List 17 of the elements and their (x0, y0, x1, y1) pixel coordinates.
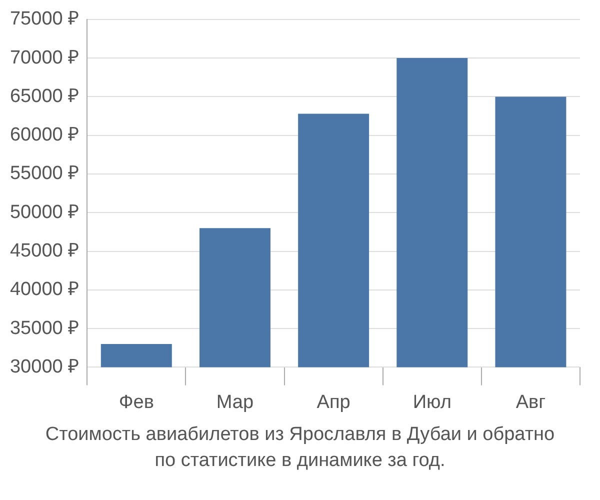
text: Стоимость авиабилетов из Ярославля в Дубаи и обратно (44, 423, 556, 447)
x-tick-label: Июл (412, 392, 452, 413)
y-tick-label: 50000 ₽ (10, 202, 80, 223)
y-tick-label: 40000 ₽ (10, 279, 80, 300)
text: по статистике в динамике за год. (154, 449, 446, 473)
x-tick-label: Апр (316, 392, 350, 413)
y-tick-label: 30000 ₽ (10, 356, 80, 378)
y-tick-label: 35000 ₽ (10, 318, 80, 339)
y-tick-label: 75000 ₽ (10, 8, 80, 30)
x-tick-label: Авг (516, 392, 546, 413)
y-tick-label: 60000 ₽ (10, 124, 80, 146)
x-tick-label: Мар (216, 392, 254, 413)
x-tick-label: Фев (118, 392, 154, 413)
y-tick-label: 45000 ₽ (10, 240, 80, 262)
y-tick-label: 65000 ₽ (10, 86, 80, 107)
y-tick-label: 55000 ₽ (10, 163, 80, 184)
y-tick-label: 70000 ₽ (10, 47, 80, 68)
